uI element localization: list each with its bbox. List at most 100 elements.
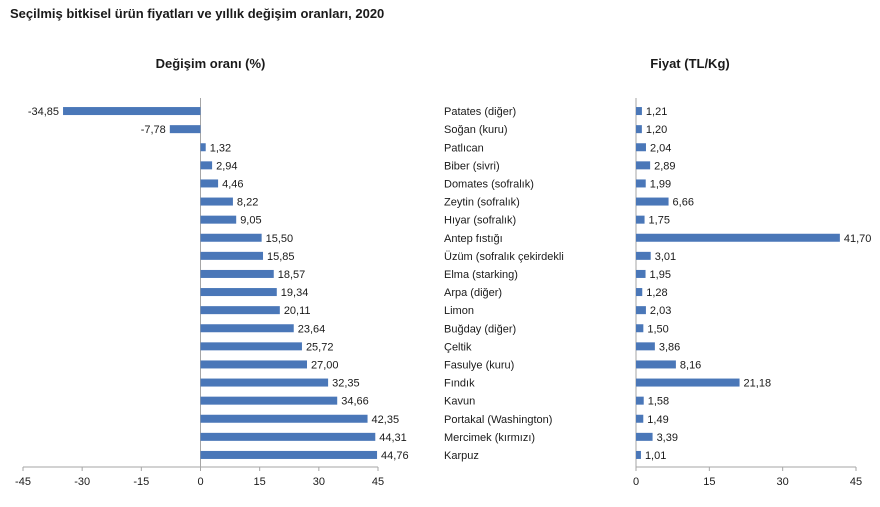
change-bar: [200, 378, 329, 387]
left-tick-label: 15: [254, 476, 266, 488]
change-bar: [200, 324, 294, 333]
change-bar: [200, 360, 307, 369]
change-value-label: 15,50: [266, 233, 294, 245]
change-value-label: 20,11: [284, 305, 311, 317]
change-value-label: 1,32: [210, 142, 231, 154]
price-value-label: 2,03: [650, 305, 671, 317]
left-tick-label: -45: [15, 476, 31, 488]
category-label: Fasulye (kuru): [444, 359, 514, 371]
price-value-label: 1,21: [646, 106, 667, 118]
price-value-label: 1,49: [647, 414, 668, 426]
change-value-label: 4,46: [222, 178, 243, 190]
price-bar: [636, 179, 646, 188]
change-value-label: 9,05: [240, 215, 261, 227]
price-value-label: 1,58: [648, 396, 669, 408]
change-value-label: -34,85: [28, 106, 59, 118]
category-label: Zeytin (sofralık): [444, 197, 520, 209]
change-bar: [200, 215, 237, 224]
category-label: Karpuz: [444, 450, 479, 462]
price-value-label: 1,50: [647, 323, 668, 335]
category-label: Üzüm (sofralık çekirdekli: [444, 251, 564, 263]
price-value-label: 1,01: [645, 450, 666, 462]
change-value-label: -7,78: [141, 124, 166, 136]
price-bar: [636, 288, 643, 297]
price-value-label: 21,18: [744, 378, 772, 390]
price-value-label: 1,75: [649, 215, 670, 227]
change-bar: [200, 233, 262, 242]
right-tick-label: 15: [703, 476, 715, 488]
change-bar: [63, 107, 201, 116]
change-bar: [200, 179, 219, 188]
price-bar: [636, 251, 651, 260]
change-value-label: 8,22: [237, 197, 258, 209]
price-bar: [636, 432, 653, 441]
price-value-label: 41,70: [844, 233, 872, 245]
category-label: Buğday (diğer): [444, 323, 516, 335]
price-bar: [636, 125, 642, 134]
price-bar: [636, 414, 644, 423]
category-label: Soğan (kuru): [444, 124, 508, 136]
change-bar: [200, 414, 368, 423]
price-bar: [636, 342, 655, 351]
change-value-label: 15,85: [267, 251, 295, 263]
change-bar: [200, 306, 280, 315]
category-label: Kavun: [444, 396, 475, 408]
right-tick-label: 0: [633, 476, 639, 488]
chart-title: Seçilmiş bitkisel ürün fiyatları ve yıll…: [10, 6, 385, 21]
category-label: Patates (diğer): [444, 106, 516, 118]
price-value-label: 8,16: [680, 359, 701, 371]
change-bar: [200, 251, 264, 260]
change-bar: [169, 125, 201, 134]
price-bar: [636, 450, 641, 459]
change-value-label: 23,64: [298, 323, 326, 335]
right-chart-title: Fiyat (TL/Kg): [650, 56, 729, 71]
price-bar: [636, 360, 676, 369]
price-bar: [636, 233, 840, 242]
change-value-label: 44,76: [381, 450, 409, 462]
price-value-label: 3,86: [659, 341, 680, 353]
left-tick-label: 45: [372, 476, 384, 488]
change-bar: [200, 450, 378, 459]
right-tick-label: 30: [777, 476, 789, 488]
change-value-label: 32,35: [332, 378, 360, 390]
change-value-label: 34,66: [341, 396, 369, 408]
change-value-label: 18,57: [278, 269, 306, 281]
change-value-label: 2,94: [216, 160, 237, 172]
price-bar: [636, 324, 644, 333]
change-bar: [200, 432, 376, 441]
category-label: Antep fıstığı: [444, 233, 503, 245]
price-value-label: 2,04: [650, 142, 671, 154]
category-label: Hıyar (sofralık): [444, 215, 516, 227]
category-label: Fındık: [444, 378, 475, 390]
change-bar: [200, 143, 206, 152]
price-value-label: 1,99: [650, 178, 671, 190]
change-bar: [200, 197, 233, 206]
category-label: Limon: [444, 305, 474, 317]
left-tick-label: 30: [313, 476, 325, 488]
price-value-label: 1,28: [646, 287, 667, 299]
price-bar: [636, 197, 669, 206]
change-bar: [200, 288, 277, 297]
category-label: Mercimek (kırmızı): [444, 432, 535, 444]
price-value-label: 3,01: [655, 251, 676, 263]
price-value-label: 1,20: [646, 124, 667, 136]
price-bar: [636, 215, 645, 224]
change-bar: [200, 396, 338, 405]
price-bar: [636, 143, 646, 152]
left-chart-title: Değişim oranı (%): [156, 56, 266, 71]
category-label: Patlıcan: [444, 142, 484, 154]
price-bar: [636, 306, 646, 315]
left-tick-label: 0: [197, 476, 203, 488]
change-bar: [200, 342, 302, 351]
category-label: Elma (starking): [444, 269, 518, 281]
category-label: Çeltik: [444, 341, 472, 353]
price-bar: [636, 378, 740, 387]
left-tick-label: -15: [133, 476, 149, 488]
change-bar: [200, 161, 213, 170]
left-tick-label: -30: [74, 476, 90, 488]
change-value-label: 25,72: [306, 341, 334, 353]
category-label: Portakal (Washington): [444, 414, 552, 426]
price-value-label: 6,66: [673, 197, 694, 209]
price-bar: [636, 107, 642, 116]
